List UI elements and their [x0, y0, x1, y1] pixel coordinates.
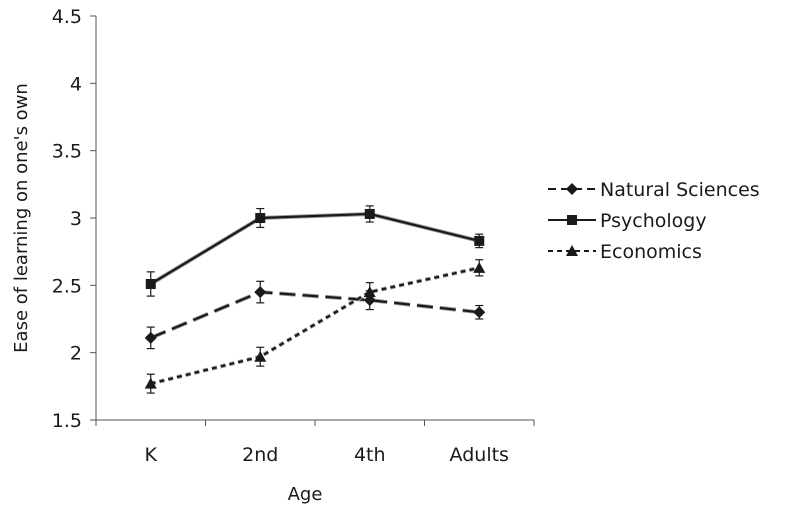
data-point — [145, 278, 156, 289]
x-tick-label: Adults — [450, 444, 509, 466]
legend-label: Psychology — [600, 210, 707, 232]
series-psychology — [145, 205, 485, 297]
y-tick-label: 4 — [70, 73, 82, 95]
data-point — [473, 261, 486, 273]
y-tick-label: 2 — [70, 343, 82, 365]
data-point — [255, 213, 266, 223]
legend-item: Psychology — [548, 210, 707, 232]
y-tick-label: 3 — [70, 208, 82, 230]
series-line — [150, 290, 480, 339]
y-tick-label: 1.5 — [52, 410, 82, 432]
series-line-shadow — [149, 290, 480, 340]
data-point — [363, 286, 376, 298]
legend: Natural Sciences Psychology Economics — [548, 179, 760, 263]
series-line — [150, 212, 480, 285]
y-tick-label: 4.5 — [52, 6, 82, 28]
series-natural-sciences — [144, 280, 486, 350]
data-point — [144, 377, 157, 389]
series-economics — [144, 259, 486, 394]
series-line-shadow — [149, 211, 480, 286]
legend-item: Economics — [548, 241, 702, 263]
data-point — [144, 331, 157, 344]
data-point — [473, 306, 486, 319]
y-tick-label: 3.5 — [52, 141, 82, 163]
series-line — [150, 266, 480, 385]
x-tick-label: 2nd — [242, 444, 278, 466]
legend-marker — [566, 245, 578, 256]
legend-item: Natural Sciences — [548, 179, 760, 201]
series-layer — [144, 205, 486, 394]
chart-axes: 1.5 2 2.5 3 3.5 4 4.5 K 2nd 4th Adults — [52, 6, 535, 466]
x-tick-label: K — [145, 444, 158, 466]
data-point — [254, 286, 267, 299]
x-tick-label: 4th — [354, 444, 386, 466]
data-point — [364, 208, 375, 219]
series-line-shadow — [150, 265, 480, 386]
legend-marker — [567, 215, 577, 225]
legend-label: Natural Sciences — [600, 179, 760, 201]
legend-marker — [566, 183, 578, 195]
y-tick-label: 2.5 — [52, 275, 82, 297]
data-point — [474, 235, 485, 246]
y-axis-label: Ease of learning on one's own — [11, 83, 32, 353]
x-axis-label: Age — [288, 484, 323, 505]
legend-label: Economics — [600, 241, 702, 263]
data-point — [254, 350, 267, 362]
